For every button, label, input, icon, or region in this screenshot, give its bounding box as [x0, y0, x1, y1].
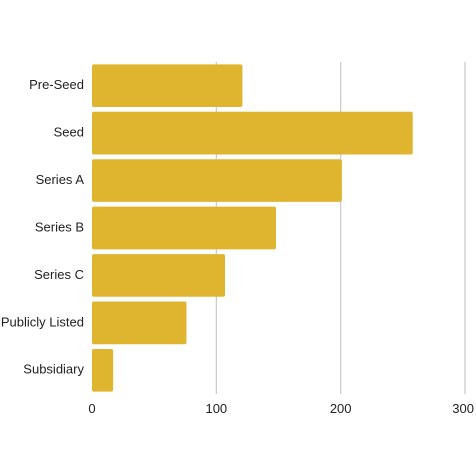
x-tick-label: 300 [452, 401, 474, 416]
x-tick-label: 100 [205, 401, 227, 416]
bar-subsidiary [92, 348, 114, 392]
category-label: Seed [54, 125, 84, 140]
bar-series-c [92, 254, 226, 297]
bar-seed [92, 111, 413, 155]
category-label: Series A [36, 172, 85, 187]
category-label: Series C [34, 267, 84, 282]
bar-pre-seed [92, 64, 243, 108]
bar-series-a [92, 159, 342, 202]
category-label: Publicly Listed [1, 314, 84, 329]
x-tick-label: 0 [88, 401, 95, 416]
category-label: Series B [35, 219, 84, 234]
category-label: Subsidiary [23, 362, 84, 377]
x-tick-label: 200 [330, 401, 352, 416]
category-label: Pre-Seed [29, 77, 84, 92]
bar-publicly-listed [92, 301, 187, 345]
bar-series-b [92, 206, 277, 250]
